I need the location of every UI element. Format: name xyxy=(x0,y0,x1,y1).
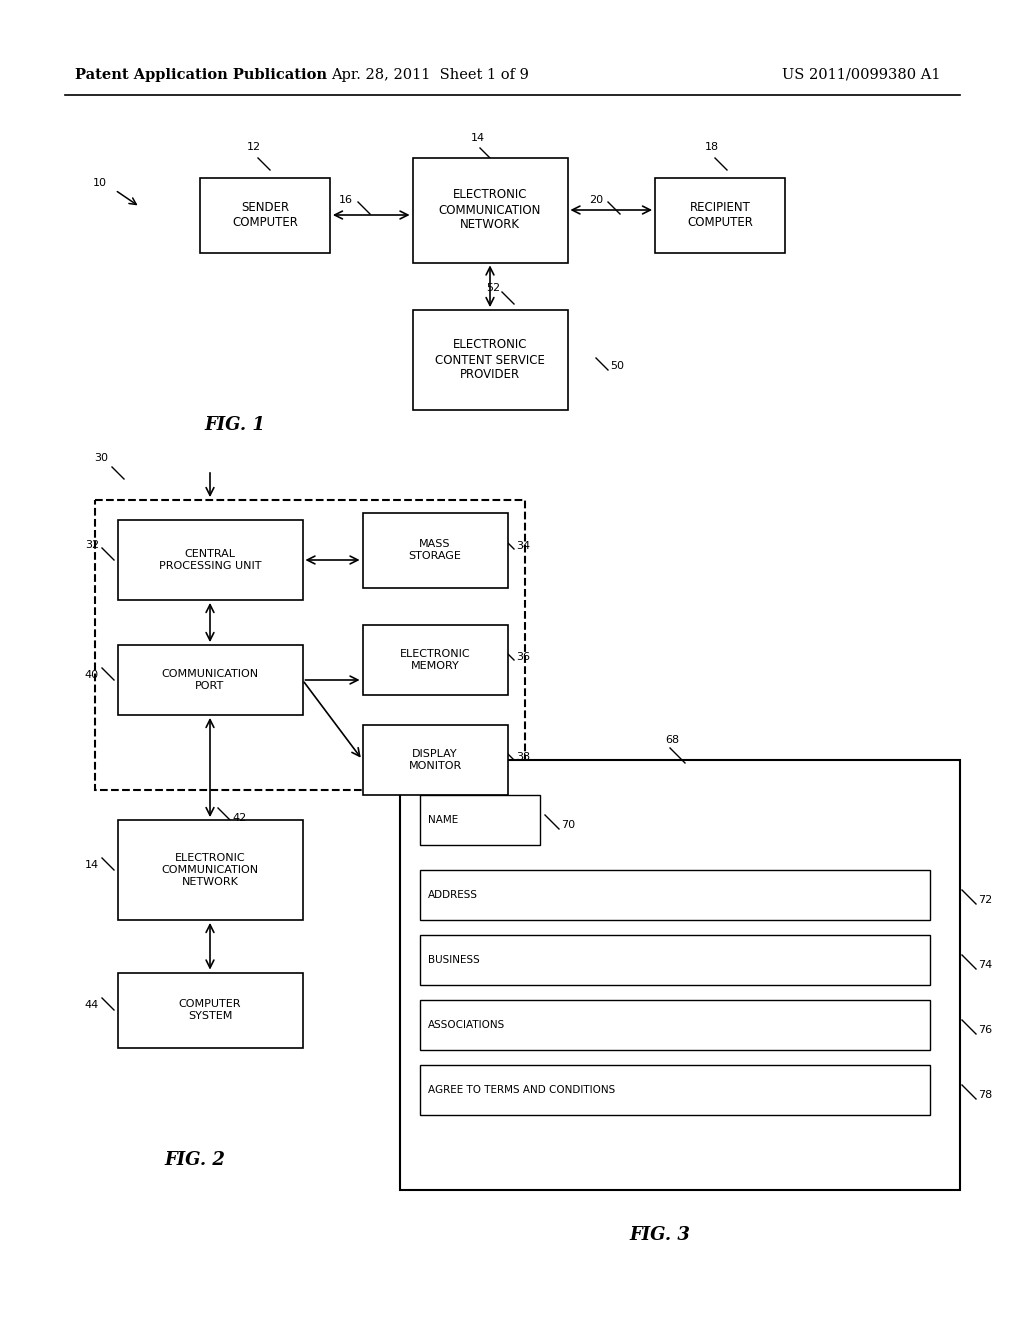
Bar xyxy=(400,760,961,1191)
Text: 76: 76 xyxy=(978,1026,992,1035)
Bar xyxy=(118,645,302,715)
Bar xyxy=(420,870,930,920)
Bar xyxy=(420,1001,930,1049)
Text: DISPLAY
MONITOR: DISPLAY MONITOR xyxy=(409,750,462,771)
Bar xyxy=(118,520,302,601)
Bar xyxy=(200,177,330,252)
Text: 68: 68 xyxy=(665,735,679,744)
Text: ELECTRONIC
COMMUNICATION
NETWORK: ELECTRONIC COMMUNICATION NETWORK xyxy=(162,854,259,887)
Text: ELECTRONIC
CONTENT SERVICE
PROVIDER: ELECTRONIC CONTENT SERVICE PROVIDER xyxy=(435,338,545,381)
Text: 40: 40 xyxy=(85,671,99,680)
Text: Patent Application Publication: Patent Application Publication xyxy=(75,69,327,82)
Bar xyxy=(420,1065,930,1115)
Text: US 2011/0099380 A1: US 2011/0099380 A1 xyxy=(781,69,940,82)
Text: 14: 14 xyxy=(85,861,99,870)
Bar xyxy=(655,177,785,252)
Text: 18: 18 xyxy=(705,143,719,152)
Text: SENDER
COMPUTER: SENDER COMPUTER xyxy=(232,201,298,228)
Text: 72: 72 xyxy=(978,895,992,906)
Text: AGREE TO TERMS AND CONDITIONS: AGREE TO TERMS AND CONDITIONS xyxy=(428,1085,615,1096)
Text: MASS
STORAGE: MASS STORAGE xyxy=(409,539,462,561)
Text: ELECTRONIC
COMMUNICATION
NETWORK: ELECTRONIC COMMUNICATION NETWORK xyxy=(439,189,542,231)
Text: BUSINESS: BUSINESS xyxy=(428,954,480,965)
Text: 14: 14 xyxy=(471,133,485,143)
Text: Apr. 28, 2011  Sheet 1 of 9: Apr. 28, 2011 Sheet 1 of 9 xyxy=(331,69,529,82)
Text: 38: 38 xyxy=(516,752,530,762)
Bar xyxy=(118,973,302,1048)
Text: ASSOCIATIONS: ASSOCIATIONS xyxy=(428,1020,505,1030)
Bar xyxy=(95,500,525,789)
Text: 32: 32 xyxy=(85,540,99,550)
Bar xyxy=(413,157,567,263)
Text: NAME: NAME xyxy=(428,814,459,825)
Text: 30: 30 xyxy=(94,453,108,463)
Text: 74: 74 xyxy=(978,960,992,970)
Text: FIG. 3: FIG. 3 xyxy=(630,1226,690,1243)
Text: COMPUTER
SYSTEM: COMPUTER SYSTEM xyxy=(179,999,242,1020)
Text: 12: 12 xyxy=(247,143,261,152)
Text: 70: 70 xyxy=(561,820,575,830)
Bar xyxy=(362,725,508,795)
Text: 78: 78 xyxy=(978,1090,992,1100)
Text: FIG. 2: FIG. 2 xyxy=(165,1151,225,1170)
Bar xyxy=(420,935,930,985)
Text: 20: 20 xyxy=(589,195,603,205)
Bar xyxy=(362,624,508,696)
Bar xyxy=(362,512,508,587)
Text: COMMUNICATION
PORT: COMMUNICATION PORT xyxy=(162,669,259,690)
Text: 36: 36 xyxy=(516,652,530,663)
Text: 50: 50 xyxy=(610,360,624,371)
Text: 42: 42 xyxy=(232,813,246,822)
Text: 16: 16 xyxy=(339,195,353,205)
Bar xyxy=(413,310,567,411)
Text: ELECTRONIC
MEMORY: ELECTRONIC MEMORY xyxy=(399,649,470,671)
Text: 52: 52 xyxy=(485,282,500,293)
Text: 44: 44 xyxy=(85,1001,99,1010)
Text: RECIPIENT
COMPUTER: RECIPIENT COMPUTER xyxy=(687,201,753,228)
Text: ADDRESS: ADDRESS xyxy=(428,890,478,900)
Text: CENTRAL
PROCESSING UNIT: CENTRAL PROCESSING UNIT xyxy=(159,549,261,570)
Bar xyxy=(420,795,540,845)
Text: 34: 34 xyxy=(516,541,530,550)
Text: FIG. 1: FIG. 1 xyxy=(205,416,265,434)
Text: 10: 10 xyxy=(93,178,106,187)
Bar xyxy=(118,820,302,920)
